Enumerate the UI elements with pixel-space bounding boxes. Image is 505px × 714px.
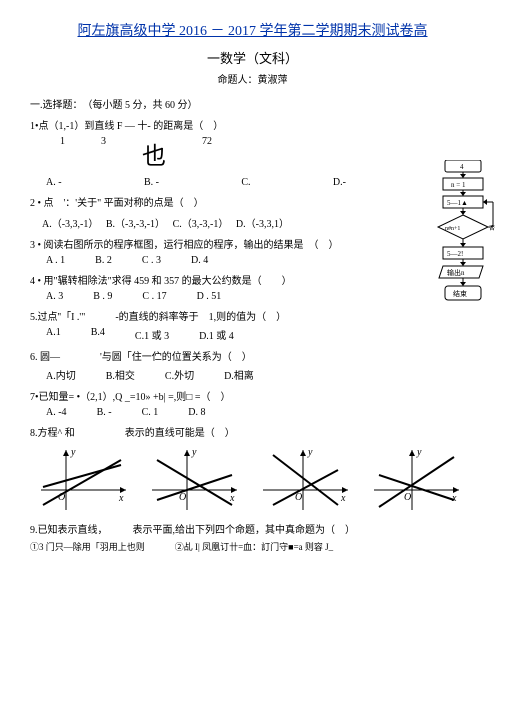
q5-c: C.1 或 3 xyxy=(135,327,169,342)
svg-text:O: O xyxy=(58,492,65,503)
q6-opts: A.内切 B.相交 C.外切 D.相离 xyxy=(46,367,475,382)
q7-a: A. -4 xyxy=(46,407,67,418)
q1-a: A. - xyxy=(46,177,62,188)
flowchart: 4 n = 1 5—1▲ n#n+1 否 5—2! 输出n 结束 xyxy=(433,160,493,333)
section-head: 一.选择题： （每小题 5 分，共 60 分） xyxy=(30,96,475,111)
q6-text: 6. 圆— '与圆「住一伫的位置关系为（ ） xyxy=(30,348,475,363)
svg-text:n = 1: n = 1 xyxy=(451,181,466,189)
q3-a: A . 1 xyxy=(46,255,65,266)
footer: ①3 门只—除用「羽用上也则 ②乩 I| 凤凰订卄=血：訂门守■=a 则容 J_ xyxy=(30,540,475,553)
q6-d: D.相离 xyxy=(224,367,254,382)
q3-d: D. 4 xyxy=(191,255,208,266)
q7-text: 7•已知量= •（2,1）,Q _=10» +b| =,则□ =（ ） xyxy=(30,388,475,403)
q1-v3: 也 xyxy=(142,136,166,171)
q6-b: B.相交 xyxy=(106,367,135,382)
svg-text:x: x xyxy=(229,493,235,504)
q1-c: C. xyxy=(241,177,250,188)
svg-text:y: y xyxy=(191,447,197,458)
q5-b: B.4 xyxy=(91,327,105,342)
svg-text:O: O xyxy=(295,492,302,503)
q1-d: D.- xyxy=(333,177,346,188)
q2-text: 2 • 点 '：'关于" 平面对称的点是（ ） xyxy=(30,194,475,209)
exam-subtitle: 一数学（文科） xyxy=(30,48,475,67)
q3-text: 3 • 阅读右图所示的程序框图，运行相应的程序，输出的结果是 （ ） xyxy=(30,236,475,251)
q3-opts: A . 1 B. 2 C . 3 D. 4 xyxy=(46,255,475,266)
q1-opts: A. - B. - C. D.- xyxy=(46,177,346,188)
svg-text:y: y xyxy=(416,447,422,458)
svg-text:输出n: 输出n xyxy=(447,268,465,277)
q9-text: 9.已知表示直线， 表示平面,给出下列四个命题，其中真命题为（ ） xyxy=(30,521,475,536)
svg-text:x: x xyxy=(340,493,346,504)
q1-v4: 72 xyxy=(202,136,212,171)
graph-b: y O x xyxy=(152,445,242,515)
q5-d: D.1 或 4 xyxy=(199,327,234,342)
q2-b: B.（-3,-3,-1） xyxy=(106,219,160,230)
q2-c: C.（3,-3,-1） xyxy=(173,219,224,230)
q3-b: B. 2 xyxy=(95,255,112,266)
svg-text:y: y xyxy=(70,447,76,458)
svg-text:4: 4 xyxy=(460,163,464,171)
q1-vals: 1 3 也 72 xyxy=(60,136,475,171)
q5-text: 5.过点''「I .'" -的直线的斜率等于 1,则的值为（ ） xyxy=(30,308,475,323)
q1-v2: 3 xyxy=(101,136,106,171)
q5-opts: A.1 B.4 C.1 或 3 D.1 或 4 xyxy=(46,327,475,342)
q7-opts: A. -4 B. - C. 1 D. 8 xyxy=(46,407,475,418)
exam-title: 阿左旗高级中学 2016 － 2017 学年第二学期期末测试卷高 xyxy=(30,20,475,40)
svg-text:y: y xyxy=(307,447,313,458)
q4-c: C . 17 xyxy=(142,291,166,302)
q2-opts: A.（-3,3,-1） B.（-3,-3,-1） C.（3,-3,-1） D.（… xyxy=(42,215,475,230)
svg-text:x: x xyxy=(118,493,124,504)
svg-text:结束: 结束 xyxy=(453,289,467,298)
q7-c: C. 1 xyxy=(142,407,159,418)
q3-c: C . 3 xyxy=(142,255,161,266)
graph-c: y O x xyxy=(263,445,353,515)
q1-b: B. - xyxy=(144,177,159,188)
svg-text:O: O xyxy=(179,492,186,503)
q4-b: B . 9 xyxy=(93,291,112,302)
svg-text:5—1▲: 5—1▲ xyxy=(447,199,468,207)
q4-text: 4 • 用"辗转相除法"求得 459 和 357 的最大公约数是（ ） xyxy=(30,272,475,287)
footer-b: ②乩 I| 凤凰订卄=血：訂门守■=a 则容 J_ xyxy=(175,540,333,553)
q5-a: A.1 xyxy=(46,327,61,342)
q2-d: D.（-3,3,1） xyxy=(236,219,289,230)
q4-opts: A. 3 B . 9 C . 17 D . 51 xyxy=(46,291,475,302)
q4-d: D . 51 xyxy=(197,291,222,302)
q1-text: 1•点（1,-1）到直线 F — 十- 的距离是（ ） xyxy=(30,117,475,132)
q8-graphs: y O x y O x y O x xyxy=(30,445,475,515)
svg-text:n#n+1: n#n+1 xyxy=(445,226,460,232)
q6-c: C.外切 xyxy=(165,367,194,382)
svg-text:否: 否 xyxy=(489,225,495,232)
q4-a: A. 3 xyxy=(46,291,63,302)
svg-text:x: x xyxy=(451,493,457,504)
q2-a: A.（-3,3,-1） xyxy=(42,219,93,230)
q6-a: A.内切 xyxy=(46,367,76,382)
exam-author: 命题人：黄淑萍 xyxy=(30,71,475,86)
svg-text:5—2!: 5—2! xyxy=(447,250,463,258)
footer-a: ①3 门只—除用「羽用上也则 xyxy=(30,540,145,553)
graph-a: y O x xyxy=(41,445,131,515)
q7-b: B. - xyxy=(97,407,112,418)
q7-d: D. 8 xyxy=(188,407,205,418)
q8-text: 8.方程^ 和 表示的直线可能是（ ） xyxy=(30,424,475,439)
svg-text:O: O xyxy=(404,492,411,503)
q1-v1: 1 xyxy=(60,136,65,171)
graph-d: y O x xyxy=(374,445,464,515)
